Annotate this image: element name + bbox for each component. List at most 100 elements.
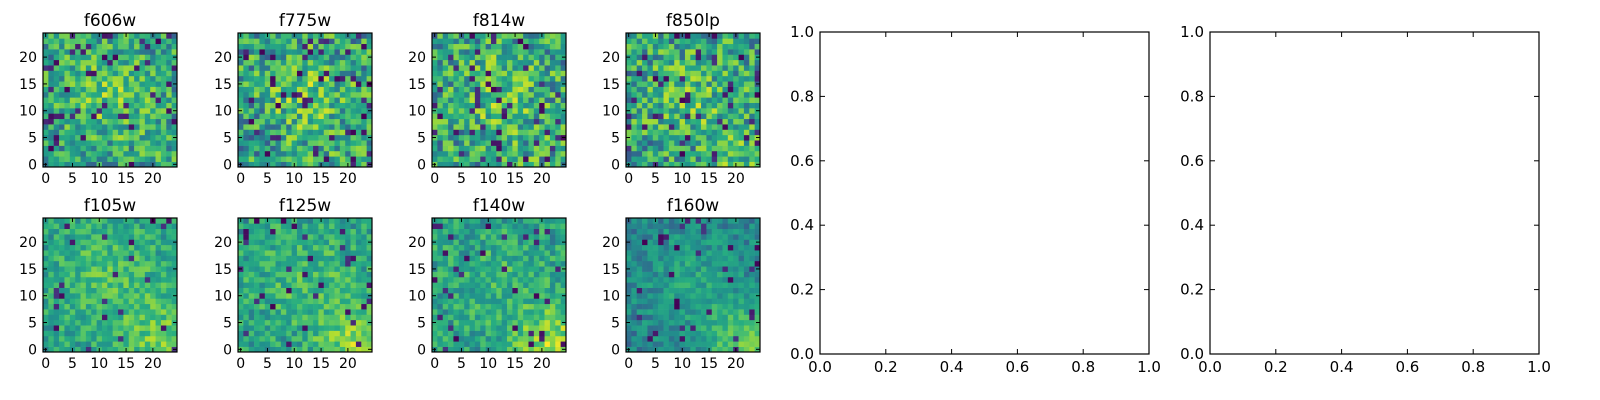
heatmap-cell [118, 303, 124, 310]
heatmap-cell [248, 145, 255, 152]
heatmap-cell [48, 65, 55, 71]
heatmap-cell [48, 150, 55, 157]
heatmap-cell [101, 113, 108, 120]
heatmap-cell [453, 54, 460, 61]
heatmap-cell [647, 124, 654, 130]
heatmap-cell [658, 314, 664, 321]
heatmap-cell [442, 43, 449, 50]
heatmap-cell [254, 346, 260, 353]
heatmap-cell [350, 287, 357, 294]
heatmap-cell [96, 234, 103, 240]
heatmap-cell [59, 91, 65, 98]
heatmap-cell [754, 113, 761, 120]
heatmap-cell [318, 91, 325, 98]
heatmap-cell [668, 97, 675, 103]
heatmap-cell [280, 298, 287, 305]
heatmap-cell [345, 102, 351, 109]
heatmap-cell [442, 75, 449, 82]
heatmap-cell [329, 271, 335, 278]
y-tick-label: 20 [214, 50, 232, 66]
heatmap-cell [339, 223, 346, 230]
heatmap-cell [313, 309, 319, 315]
heatmap-cell [264, 129, 271, 136]
heatmap-cell [118, 346, 124, 353]
heatmap-cell [501, 346, 508, 353]
heatmap-cell [259, 75, 266, 82]
heatmap-cell [366, 271, 373, 278]
heatmap-cell [302, 150, 308, 157]
heatmap-cell [485, 54, 492, 61]
heatmap-cell [59, 228, 65, 235]
heatmap-cell [166, 129, 172, 136]
heatmap-cell [355, 97, 362, 103]
heatmap-cell [318, 255, 325, 262]
heatmap-cell [43, 91, 49, 98]
heatmap-cell [107, 218, 113, 224]
heatmap-cell [474, 234, 481, 240]
heatmap-cell [59, 341, 65, 347]
heatmap-cell [453, 113, 460, 120]
heatmap-cell [507, 346, 513, 353]
heatmap-cell [144, 97, 151, 103]
heatmap-cell [334, 59, 341, 66]
heatmap-cell [480, 118, 486, 125]
heatmap-cell [69, 293, 76, 299]
heatmap-cell [118, 86, 124, 93]
heatmap-cell [296, 303, 303, 310]
heatmap-cell [523, 54, 529, 61]
heatmap-cell [555, 156, 561, 162]
heatmap-cell [512, 54, 519, 61]
heatmap-cell [238, 156, 244, 162]
heatmap-cell [270, 38, 276, 45]
heatmap-cell [160, 303, 167, 310]
heatmap-cell [549, 319, 556, 326]
heatmap-cell [355, 150, 362, 157]
heatmap-cell [366, 43, 373, 50]
heatmap-cell [539, 287, 545, 294]
heatmap-cell [318, 314, 325, 321]
heatmap-cell [291, 276, 298, 283]
heatmap-cell [160, 140, 167, 146]
heatmap-cell [647, 129, 654, 136]
heatmap-cell [690, 156, 696, 162]
heatmap-cell [496, 145, 502, 152]
heatmap-cell [275, 102, 282, 109]
heatmap-cell [323, 330, 330, 337]
heatmap-cell [48, 33, 55, 39]
heatmap-cell [107, 341, 113, 347]
heatmap-cell [555, 108, 561, 114]
heatmap-cell [539, 156, 545, 162]
heatmap-cell [442, 346, 449, 353]
heatmap-cell [318, 97, 325, 103]
heatmap-cell [80, 282, 87, 288]
heatmap-cell [485, 335, 492, 342]
heatmap-cell [313, 113, 319, 120]
heatmap-cell [437, 335, 444, 342]
heatmap-cell [59, 150, 65, 157]
heatmap-cell [432, 102, 438, 109]
heatmap-cell [243, 266, 250, 272]
heatmap-cell [684, 75, 691, 82]
heatmap-cell [248, 124, 255, 130]
heatmap-cell [280, 81, 287, 87]
heatmap-cell [59, 49, 65, 55]
heatmap-cell [658, 271, 664, 278]
heatmap-cell [738, 49, 745, 55]
heatmap-cell [307, 218, 314, 224]
heatmap-cell [523, 86, 529, 93]
heatmap-cell [442, 86, 449, 93]
heatmap-cell [334, 145, 341, 152]
heatmap-cell [528, 260, 535, 267]
heatmap-cell [323, 255, 330, 262]
heatmap-cell [555, 266, 561, 272]
heatmap-cell [517, 282, 524, 288]
heatmap-cell [128, 118, 135, 125]
heatmap-cell [642, 81, 648, 87]
heatmap-cell [469, 271, 476, 278]
heatmap-cell [134, 97, 140, 103]
heatmap-cell [626, 118, 632, 125]
heatmap-cell [150, 309, 156, 315]
heatmap-cell [626, 75, 632, 82]
heatmap-cell [706, 86, 713, 93]
heatmap-cell [329, 309, 335, 315]
